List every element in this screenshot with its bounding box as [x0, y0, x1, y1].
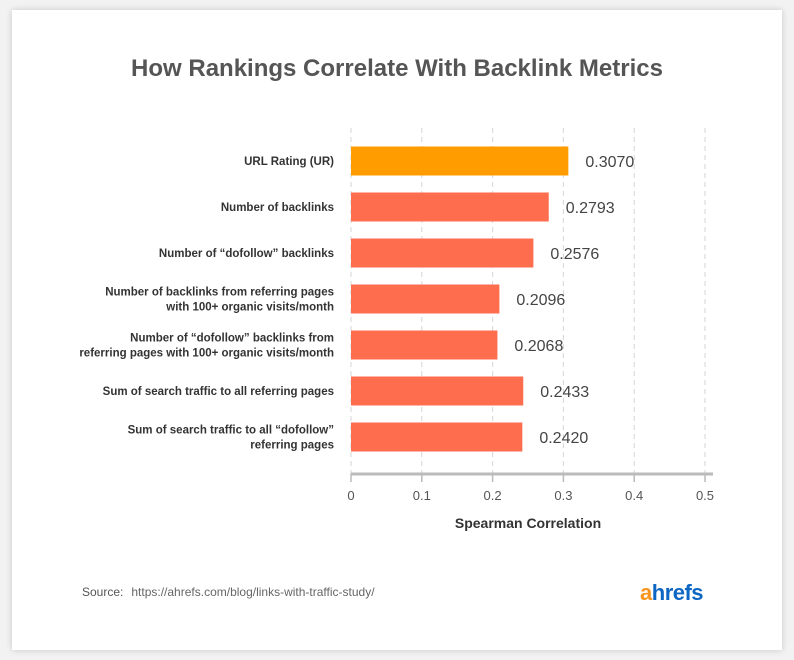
value-label: 0.2433: [540, 384, 589, 401]
category-label: Sum of search traffic to all referring p…: [103, 386, 334, 398]
bar: [351, 146, 569, 176]
tick-label: 0.4: [625, 488, 643, 503]
category-label: URL Rating (UR): [244, 156, 334, 168]
chart-title: How Rankings Correlate With Backlink Met…: [131, 55, 663, 82]
category-label: Number of backlinks from referring pages: [105, 287, 334, 299]
bar: [351, 422, 523, 452]
source-label: Source:: [82, 585, 124, 599]
tick-label: 0.3: [554, 488, 572, 503]
bar: [351, 192, 549, 222]
value-label: 0.3070: [585, 154, 634, 171]
source-note: Source: https://ahrefs.com/blog/links-wit…: [82, 585, 375, 599]
category-label: Sum of search traffic to all “dofollow”: [128, 425, 334, 437]
value-label: 0.2793: [566, 200, 615, 217]
category-label: referring pages: [250, 440, 334, 452]
category-label: with 100+ organic visits/month: [165, 302, 334, 314]
bar: [351, 284, 500, 314]
bar: [351, 376, 524, 406]
value-label: 0.2420: [539, 430, 588, 447]
value-label: 0.2068: [514, 338, 563, 355]
category-label: referring pages with 100+ organic visits…: [79, 348, 334, 360]
x-axis-title: Spearman Correlation: [455, 515, 601, 531]
category-label: Number of “dofollow” backlinks: [159, 248, 334, 260]
category-label: Number of “dofollow” backlinks from: [130, 333, 334, 345]
tick-label: 0: [347, 488, 354, 503]
category-label: Number of backlinks: [221, 202, 334, 214]
value-label: 0.2096: [516, 292, 565, 309]
tick-label: 0.2: [484, 488, 502, 503]
bar: [351, 330, 498, 360]
value-label: 0.2576: [550, 246, 599, 263]
tick-label: 0.5: [696, 488, 714, 503]
bar: [351, 238, 534, 268]
tick-label: 0.1: [413, 488, 431, 503]
ahrefs-logo: ahrefs: [640, 580, 704, 605]
chart-card: [12, 10, 782, 650]
source-url[interactable]: https://ahrefs.com/blog/links-with-traff…: [131, 585, 375, 599]
